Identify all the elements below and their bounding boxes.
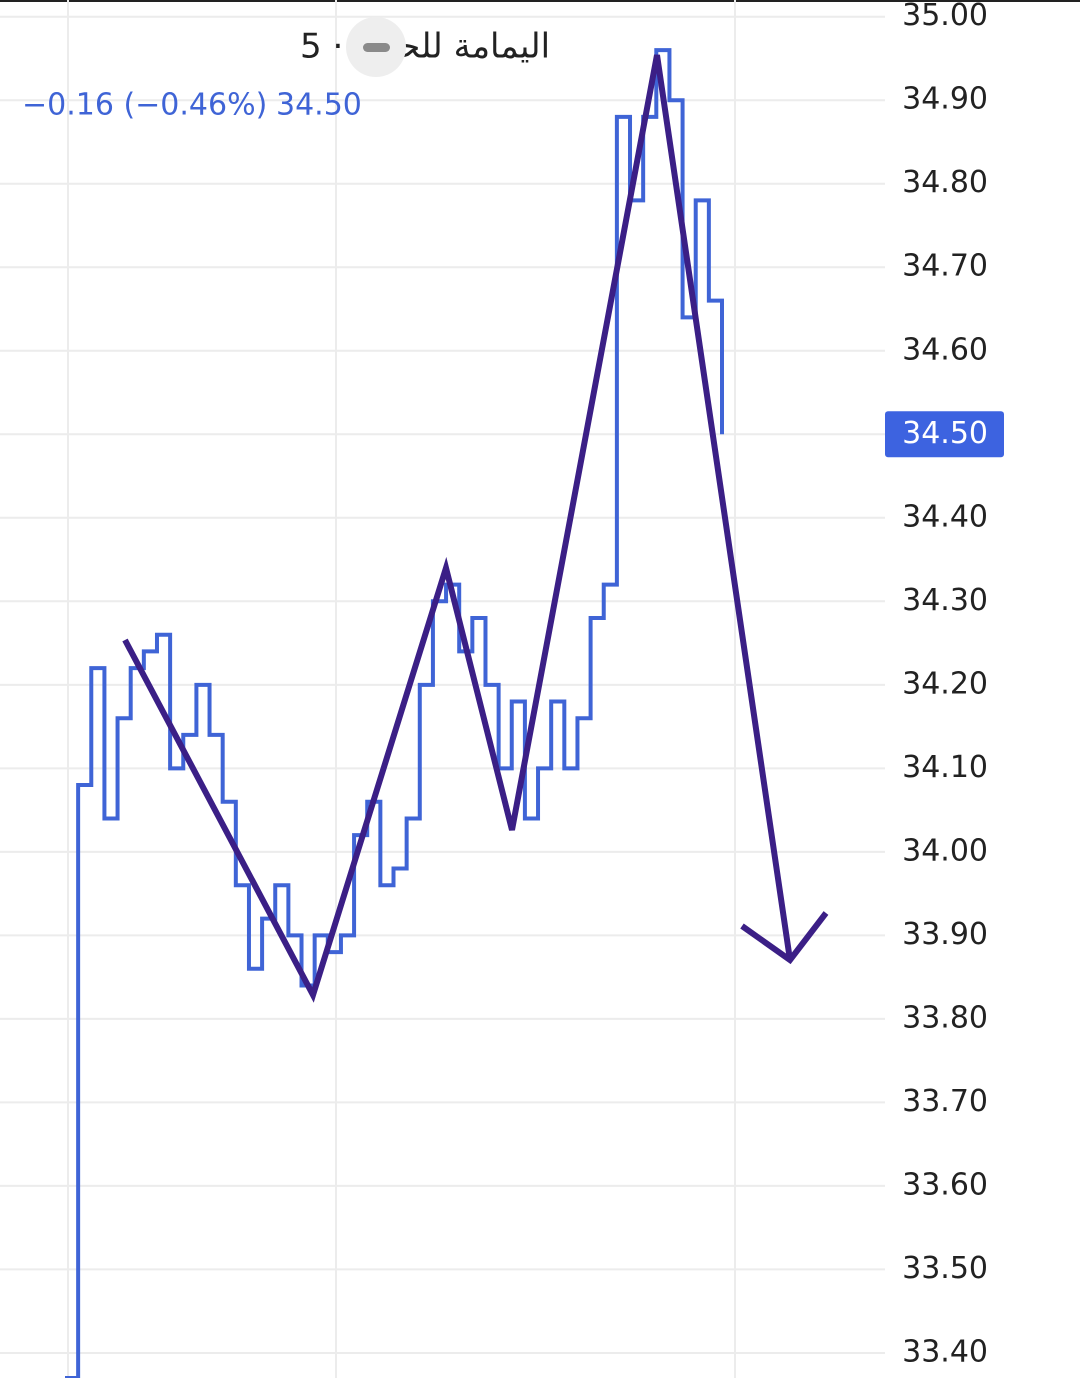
price-badge-label: 34.50: [902, 416, 988, 451]
y-tick-label: 34.70: [902, 249, 988, 284]
y-tick-label: 34.40: [902, 499, 988, 534]
y-tick-label: 33.80: [902, 1000, 988, 1035]
y-tick-label: 33.50: [902, 1251, 988, 1286]
y-tick-label: 33.90: [902, 917, 988, 952]
y-tick-label: 34.80: [902, 165, 988, 200]
price-line: [65, 48, 724, 1378]
chart-title: اليمامة للحديد · 5: [300, 27, 550, 67]
y-tick-label: 33.60: [902, 1167, 988, 1202]
y-tick-label: 34.00: [902, 833, 988, 868]
header-price: 34.50: [276, 88, 362, 123]
collapse-icon: [363, 43, 390, 52]
grid: [0, 15, 885, 1354]
y-tick-label: 34.20: [902, 666, 988, 701]
y-tick-label: 35.00: [902, 0, 988, 33]
y-tick-label: 33.40: [902, 1334, 988, 1369]
y-tick-label: 34.90: [902, 82, 988, 117]
y-tick-label: 33.70: [902, 1084, 988, 1119]
drawn-arrowhead: [740, 911, 829, 965]
y-tick-label: 34.60: [902, 332, 988, 367]
y-tick-label: 34.30: [902, 583, 988, 618]
change-text: −0.16 (−0.46%): [22, 88, 267, 123]
marks: [65, 48, 724, 1378]
drawn-trend-line: [122, 54, 793, 1003]
y-axis: 35.00 34.90 34.80 34.70 34.60 34.50 34.40 34.30…: [885, 0, 1004, 1369]
price-badge: [885, 411, 1004, 458]
y-tick-label: 34.10: [902, 750, 988, 785]
